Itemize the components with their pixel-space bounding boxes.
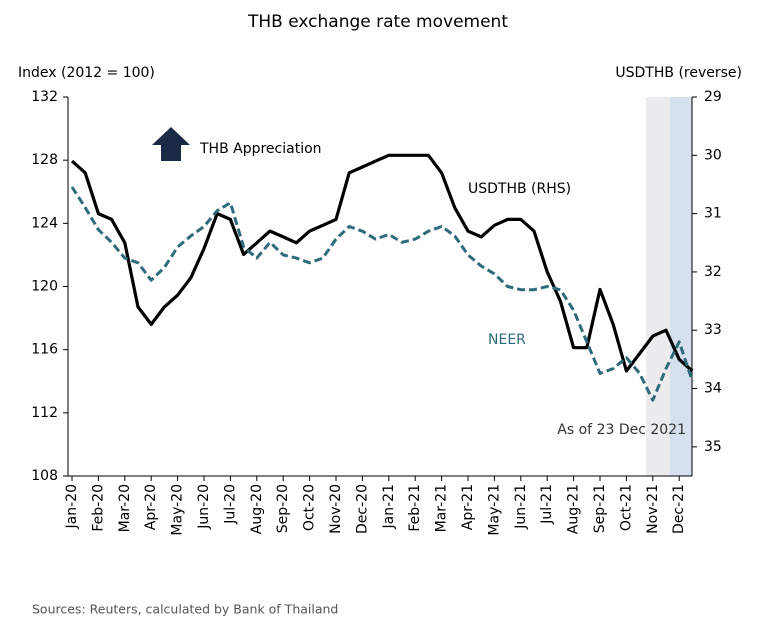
y-tick-label: 108 bbox=[31, 468, 58, 484]
x-tick-label: Dec-21 bbox=[671, 484, 687, 534]
annotation: THB Appreciation bbox=[199, 141, 322, 157]
x-tick-label: Jan-20 bbox=[64, 484, 80, 529]
x-tick-label: Aug-20 bbox=[249, 484, 265, 534]
chart-title: THB exchange rate movement bbox=[247, 12, 508, 32]
x-tick-label: Feb-21 bbox=[407, 484, 423, 532]
y2-tick-label: 34 bbox=[704, 381, 722, 397]
x-tick-label: Dec-20 bbox=[354, 484, 370, 534]
y-tick-label: 120 bbox=[31, 279, 58, 295]
y-tick-label: 132 bbox=[31, 89, 58, 105]
x-tick-label: May-20 bbox=[170, 484, 186, 536]
y-tick-label: 128 bbox=[31, 152, 58, 168]
shade-gray bbox=[646, 97, 670, 476]
y-tick-label: 124 bbox=[31, 215, 58, 231]
x-tick-label: Oct-21 bbox=[618, 484, 634, 531]
x-tick-label: Sep-21 bbox=[592, 484, 608, 533]
x-tick-label: Apr-20 bbox=[143, 484, 159, 530]
x-tick-label: Jan-21 bbox=[381, 484, 397, 529]
y2-tick-label: 29 bbox=[704, 89, 722, 105]
y2-tick-label: 31 bbox=[704, 206, 722, 222]
x-tick-label: Oct-20 bbox=[302, 484, 318, 531]
x-tick-label: Sep-20 bbox=[275, 484, 291, 533]
series-label: USDTHB (RHS) bbox=[468, 181, 571, 197]
x-tick-label: May-21 bbox=[486, 484, 502, 536]
series-label: NEER bbox=[488, 332, 526, 348]
arrow bbox=[152, 127, 190, 161]
y-tick-label: 112 bbox=[31, 405, 58, 421]
shade-blue bbox=[670, 97, 692, 476]
x-tick-label: Jul-21 bbox=[539, 484, 555, 525]
x-tick-label: Feb-20 bbox=[90, 484, 106, 532]
series-line bbox=[70, 186, 694, 402]
x-tick-label: Mar-20 bbox=[117, 484, 133, 532]
x-tick-label: Mar-21 bbox=[434, 484, 450, 532]
y2-tick-label: 33 bbox=[704, 322, 722, 338]
annotation: As of 23 Dec 2021 bbox=[557, 422, 686, 438]
x-tick-label: Jun-20 bbox=[196, 484, 212, 530]
y2-tick-label: 30 bbox=[704, 147, 722, 163]
x-tick-label: Apr-21 bbox=[460, 484, 476, 530]
y2-tick-label: 32 bbox=[704, 264, 722, 280]
y2-axis-label: USDTHB (reverse) bbox=[615, 65, 742, 81]
y-axis-label: Index (2012 = 100) bbox=[18, 65, 155, 81]
x-tick-label: Aug-21 bbox=[566, 484, 582, 534]
x-tick-label: Nov-20 bbox=[328, 484, 344, 534]
x-tick-label: Jun-21 bbox=[513, 484, 529, 530]
source: Sources: Reuters, calculated by Bank of … bbox=[32, 602, 338, 617]
series-line bbox=[70, 153, 694, 373]
y2-tick-label: 35 bbox=[704, 439, 722, 455]
x-tick-label: Nov-21 bbox=[645, 484, 661, 534]
y-tick-label: 116 bbox=[31, 342, 58, 358]
x-tick-label: Jul-20 bbox=[222, 484, 238, 525]
